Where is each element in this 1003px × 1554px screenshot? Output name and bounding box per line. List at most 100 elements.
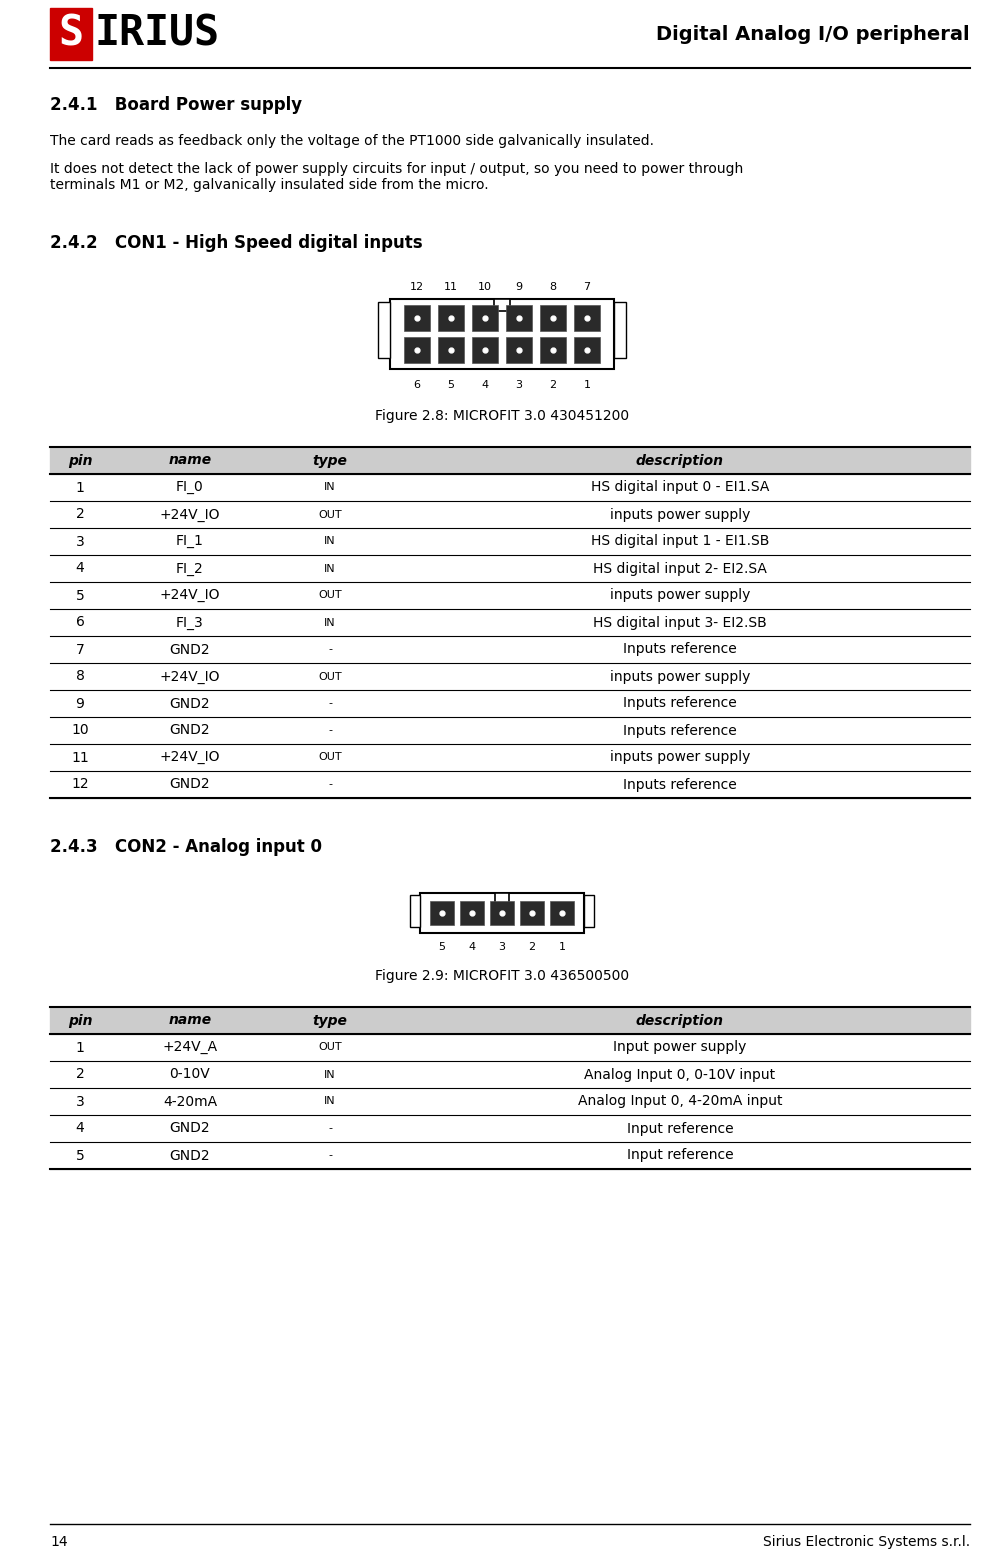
Bar xyxy=(540,337,566,364)
Text: HS digital input 0 - EI1.SA: HS digital input 0 - EI1.SA xyxy=(590,480,768,494)
Text: Figure 2.9: MICROFIT 3.0 436500500: Figure 2.9: MICROFIT 3.0 436500500 xyxy=(374,970,629,984)
Text: Analog Input 0, 0-10V input: Analog Input 0, 0-10V input xyxy=(584,1068,774,1082)
Text: type: type xyxy=(312,1013,347,1027)
Text: 3: 3 xyxy=(498,942,505,953)
Text: 3: 3 xyxy=(515,381,522,390)
Text: 1: 1 xyxy=(75,1041,84,1055)
Bar xyxy=(614,301,626,357)
Text: pin: pin xyxy=(67,1013,92,1027)
Text: IN: IN xyxy=(324,564,335,573)
Text: 3: 3 xyxy=(75,535,84,549)
Text: 6: 6 xyxy=(75,615,84,629)
Bar xyxy=(574,305,600,331)
Text: 10: 10 xyxy=(71,724,88,738)
Bar xyxy=(550,901,574,925)
Text: 7: 7 xyxy=(75,642,84,656)
Text: +24V_IO: +24V_IO xyxy=(159,589,220,603)
Text: description: description xyxy=(635,1013,723,1027)
Text: IRIUS: IRIUS xyxy=(95,12,220,54)
Text: FI_0: FI_0 xyxy=(176,480,204,494)
Text: +24V_IO: +24V_IO xyxy=(159,751,220,765)
Text: 3: 3 xyxy=(75,1094,84,1108)
Text: 4: 4 xyxy=(75,1122,84,1136)
Text: type: type xyxy=(312,454,347,468)
Text: GND2: GND2 xyxy=(170,777,210,791)
Text: GND2: GND2 xyxy=(170,724,210,738)
Text: inputs power supply: inputs power supply xyxy=(609,508,749,522)
Bar xyxy=(574,337,600,364)
Text: 1: 1 xyxy=(558,942,565,953)
Text: 2: 2 xyxy=(549,381,556,390)
Text: HS digital input 1 - EI1.SB: HS digital input 1 - EI1.SB xyxy=(590,535,768,549)
Text: FI_1: FI_1 xyxy=(176,535,204,549)
Text: 12: 12 xyxy=(409,281,423,292)
Text: -: - xyxy=(328,1124,332,1133)
Text: Input reference: Input reference xyxy=(626,1122,732,1136)
Bar xyxy=(429,901,453,925)
Text: It does not detect the lack of power supply circuits for input / output, so you : It does not detect the lack of power sup… xyxy=(50,162,742,193)
Text: 9: 9 xyxy=(515,281,522,292)
Text: 5: 5 xyxy=(75,1148,84,1162)
Text: inputs power supply: inputs power supply xyxy=(609,670,749,684)
Bar xyxy=(437,337,463,364)
Bar xyxy=(506,337,532,364)
Text: 2.4.3   CON2 - Analog input 0: 2.4.3 CON2 - Analog input 0 xyxy=(50,838,322,856)
Bar xyxy=(584,895,594,928)
Bar xyxy=(506,305,532,331)
Text: Analog Input 0, 4-20mA input: Analog Input 0, 4-20mA input xyxy=(577,1094,781,1108)
Text: inputs power supply: inputs power supply xyxy=(609,751,749,765)
Text: 11: 11 xyxy=(443,281,457,292)
Text: +24V_A: +24V_A xyxy=(162,1041,218,1055)
Text: name: name xyxy=(169,1013,212,1027)
Bar xyxy=(540,305,566,331)
Bar xyxy=(489,901,514,925)
Text: Sirius Electronic Systems s.r.l.: Sirius Electronic Systems s.r.l. xyxy=(762,1535,969,1549)
Text: 1: 1 xyxy=(75,480,84,494)
Text: IN: IN xyxy=(324,1097,335,1106)
Text: IN: IN xyxy=(324,1069,335,1080)
Text: IN: IN xyxy=(324,536,335,547)
Text: FI_2: FI_2 xyxy=(176,561,204,575)
Text: +24V_IO: +24V_IO xyxy=(159,670,220,684)
Text: Inputs reference: Inputs reference xyxy=(623,642,736,656)
Text: 12: 12 xyxy=(71,777,88,791)
Text: inputs power supply: inputs power supply xyxy=(609,589,749,603)
Bar xyxy=(520,901,544,925)
Text: Input reference: Input reference xyxy=(626,1148,732,1162)
Text: 5: 5 xyxy=(438,942,445,953)
Text: 4: 4 xyxy=(468,942,475,953)
Text: OUT: OUT xyxy=(318,752,341,763)
Text: 5: 5 xyxy=(447,381,454,390)
Text: pin: pin xyxy=(67,454,92,468)
Text: 0-10V: 0-10V xyxy=(170,1068,211,1082)
Text: 8: 8 xyxy=(75,670,84,684)
Text: Figure 2.8: MICROFIT 3.0 430451200: Figure 2.8: MICROFIT 3.0 430451200 xyxy=(374,409,629,423)
Text: +24V_IO: +24V_IO xyxy=(159,508,220,522)
Text: The card reads as feedback only the voltage of the PT1000 side galvanically insu: The card reads as feedback only the volt… xyxy=(50,134,653,148)
Text: GND2: GND2 xyxy=(170,696,210,710)
Text: -: - xyxy=(328,780,332,789)
Text: 9: 9 xyxy=(75,696,84,710)
Bar xyxy=(471,337,497,364)
Text: OUT: OUT xyxy=(318,510,341,519)
Bar xyxy=(471,305,497,331)
Text: 14: 14 xyxy=(50,1535,67,1549)
Text: GND2: GND2 xyxy=(170,1122,210,1136)
Text: 2.4.2   CON1 - High Speed digital inputs: 2.4.2 CON1 - High Speed digital inputs xyxy=(50,235,422,252)
Text: -: - xyxy=(328,698,332,709)
Text: Digital Analog I/O peripheral: Digital Analog I/O peripheral xyxy=(656,25,969,44)
Text: 4: 4 xyxy=(481,381,488,390)
Text: -: - xyxy=(328,726,332,735)
Text: 5: 5 xyxy=(75,589,84,603)
Bar xyxy=(409,895,419,928)
Text: OUT: OUT xyxy=(318,1043,341,1052)
Text: -: - xyxy=(328,645,332,654)
Text: 11: 11 xyxy=(71,751,89,765)
Bar xyxy=(494,894,509,903)
Bar xyxy=(50,448,969,474)
Bar xyxy=(493,298,510,311)
Text: 2: 2 xyxy=(75,1068,84,1082)
Text: 7: 7 xyxy=(583,281,590,292)
Bar xyxy=(403,337,429,364)
Text: 2: 2 xyxy=(528,942,535,953)
